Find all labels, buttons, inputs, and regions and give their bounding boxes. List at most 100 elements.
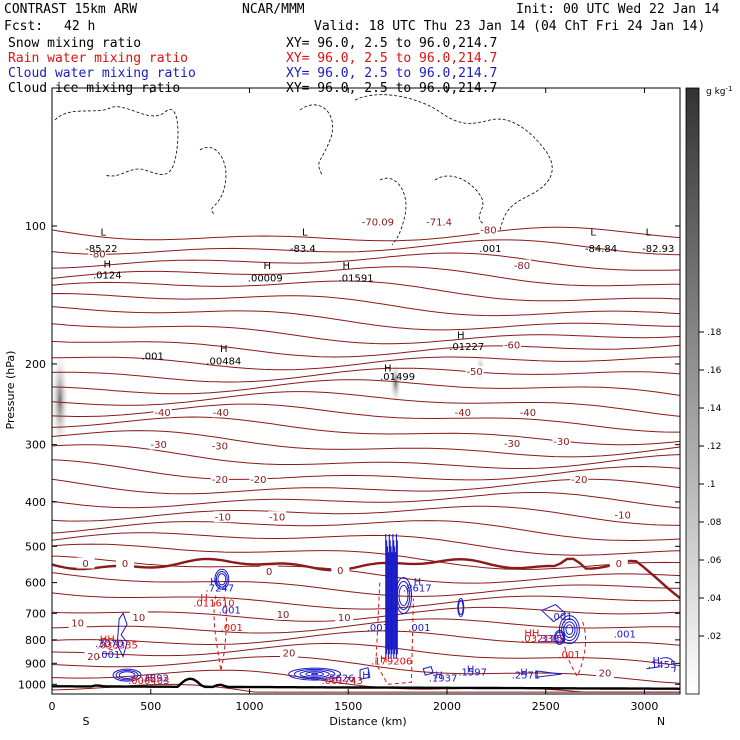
y-tick-label: 700 (25, 607, 46, 620)
temperature-contour-line (52, 252, 680, 271)
colorbar-tick-label: .02 (707, 632, 721, 642)
extremum-label: .001743 (322, 676, 363, 687)
extremum-label: .001 (221, 623, 243, 634)
extremum-label: .01227 (449, 342, 484, 353)
contour-label-bg (503, 339, 522, 351)
temperature-contour-label: 20 (283, 649, 296, 660)
temperature-contour-line (52, 416, 680, 446)
extremum-label: .001 (614, 630, 636, 641)
cloud-water-contour (116, 612, 128, 658)
north-label: N (657, 715, 665, 728)
colorbar-tick-label: .04 (707, 594, 722, 604)
extremum-label: .8617 (403, 584, 432, 595)
extremum-label: .011610 (193, 599, 234, 610)
cloud-water-contour (457, 598, 465, 618)
contour-label-bg (335, 611, 354, 623)
temperature-contour-line (52, 459, 680, 481)
temperature-contour-line (52, 520, 680, 542)
plot-area: -80 -80 -80 -60 -50 -40 -40 -40 -40 -30 -30 -30 -30 -… (52, 94, 680, 693)
cloud-water-contour (395, 576, 413, 614)
temperature-contour-label: -80 (89, 249, 105, 260)
temperature-contour-label: -40 (213, 408, 229, 419)
y-tick-label: 800 (25, 634, 46, 647)
colorbar (685, 87, 700, 695)
field-snow-xy: XY= 96.0, 2.5 to 96.0,214.7 (286, 36, 497, 51)
y-tick-label: 100 (25, 220, 46, 233)
plot-frame (51, 87, 681, 695)
temperature-contour-line (52, 292, 680, 317)
temperature-contour-line (52, 239, 680, 256)
contour-label-bg (552, 435, 571, 447)
temperature-contour-label: 10 (71, 619, 84, 630)
extremum-label: .1455 (648, 660, 677, 671)
extremum-label: .001 (219, 605, 241, 616)
temperature-contour-label: -80 (480, 225, 496, 236)
temperature-contour-label: -40 (520, 408, 536, 419)
cloud-water-contour (112, 668, 142, 682)
contour-label-bg (210, 473, 229, 485)
temperature-contour-line (52, 555, 680, 584)
rain-contours (103, 582, 587, 685)
temperature-contour-line (52, 543, 680, 570)
contour-label-bg (88, 247, 107, 259)
cloud-ice-contour (354, 94, 553, 231)
temperature-contour-label: -40 (455, 408, 471, 419)
contour-label-bg (503, 437, 522, 449)
contour-label-bg (479, 223, 498, 235)
cloud-water-contour (563, 621, 576, 639)
temperature-contour-line (52, 572, 680, 597)
cloud-water-contour (215, 570, 228, 588)
extremum-label: H (520, 667, 528, 678)
extremum-label: .01591 (339, 274, 374, 285)
contour-label-bg (274, 608, 293, 620)
org-label: NCAR/MMM (242, 2, 305, 17)
cloud-ice-contour (299, 104, 333, 176)
extremum-label: -71.4 (426, 217, 452, 228)
contour-label-bg (595, 667, 614, 679)
contour-label-bg (260, 565, 279, 577)
temperature-contour-label: -10 (615, 510, 631, 521)
temperature-contour-line (52, 226, 680, 242)
temperature-contour-label: 0 (616, 559, 622, 570)
temperature-contour-line (52, 444, 680, 469)
x-tick-label: 2000 (433, 700, 461, 713)
contour-label-bg (513, 259, 532, 271)
contour-label-bg (211, 406, 230, 418)
temperature-contour-label: 0 (82, 559, 88, 570)
extremum-label: HH (524, 628, 539, 639)
extremum-label: .033335 (96, 640, 137, 651)
extremum-label: .3333 (537, 634, 566, 645)
field-rain-name: Rain water mixing ratio (8, 51, 188, 66)
extremum-label: L (646, 227, 652, 238)
contour-label-bg (279, 647, 298, 659)
temperature-contour-label: 10 (338, 613, 351, 624)
x-tick-label: 2500 (532, 700, 560, 713)
x-tick-label: 1500 (334, 700, 362, 713)
cloud-water-contour (293, 668, 336, 680)
colorbar-tick-label: .16 (707, 366, 722, 376)
extremum-label: H (384, 363, 392, 374)
cloud-water-contour (217, 573, 227, 586)
temperature-contour-line (52, 656, 680, 684)
cloud-water-contour (561, 618, 578, 642)
cloud-ice-contour (379, 177, 407, 246)
x-tick-label: 500 (140, 700, 161, 713)
temperature-contour-label: 10 (133, 613, 146, 624)
cloud-water-contour (540, 603, 567, 623)
cloud-water-contour (535, 670, 562, 678)
contour-label-bg (570, 473, 589, 485)
colorbar-tick-label: .18 (707, 328, 722, 338)
colorbar-unit: g kg-1 (706, 85, 732, 97)
colorbar-tick-label: .08 (707, 518, 722, 528)
temperature-contour-line (52, 280, 680, 302)
extremum-label: .179206 (371, 657, 412, 668)
temperature-contour-label: -40 (154, 408, 170, 419)
cloud-water-contour (398, 584, 409, 607)
temperature-contour-label: -10 (215, 513, 231, 524)
x-tick-label: 0 (49, 700, 56, 713)
fcst-label: Fcst: (4, 19, 43, 34)
contour-label-bg (609, 557, 628, 569)
snow-shading-layer (52, 345, 486, 456)
temperature-contour-label: -30 (150, 440, 166, 451)
temperature-contour-label: -20 (250, 475, 266, 486)
